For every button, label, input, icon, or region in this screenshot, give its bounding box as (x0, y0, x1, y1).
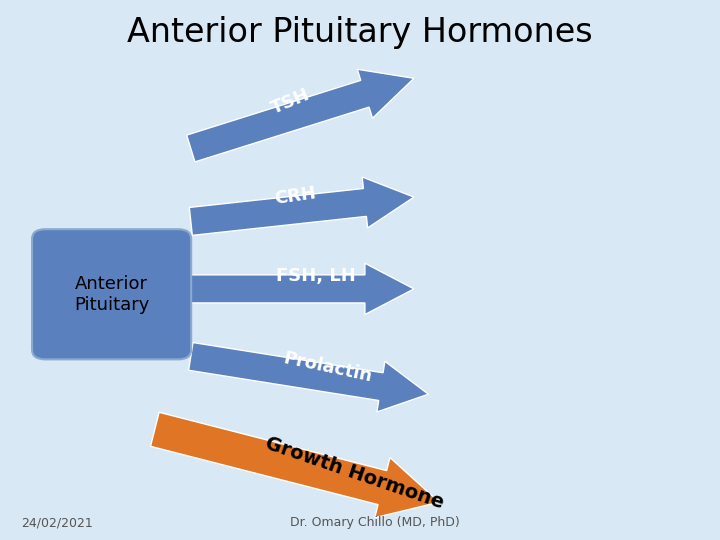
Polygon shape (186, 69, 414, 162)
Text: Dr. Omary Chillo (MD, PhD): Dr. Omary Chillo (MD, PhD) (289, 516, 459, 529)
Polygon shape (189, 177, 414, 235)
Text: FSH, LH: FSH, LH (276, 267, 356, 285)
Polygon shape (191, 263, 414, 314)
FancyBboxPatch shape (32, 229, 192, 360)
Text: CRH: CRH (273, 184, 318, 208)
Text: TSH: TSH (269, 85, 313, 118)
Text: 24/02/2021: 24/02/2021 (22, 516, 94, 529)
Polygon shape (150, 413, 439, 518)
Text: Anterior Pituitary Hormones: Anterior Pituitary Hormones (127, 16, 593, 49)
Text: Anterior
Pituitary: Anterior Pituitary (74, 275, 149, 314)
Text: Prolactin: Prolactin (281, 349, 374, 385)
Text: Growth Hormone: Growth Hormone (263, 434, 446, 512)
Polygon shape (189, 342, 428, 412)
